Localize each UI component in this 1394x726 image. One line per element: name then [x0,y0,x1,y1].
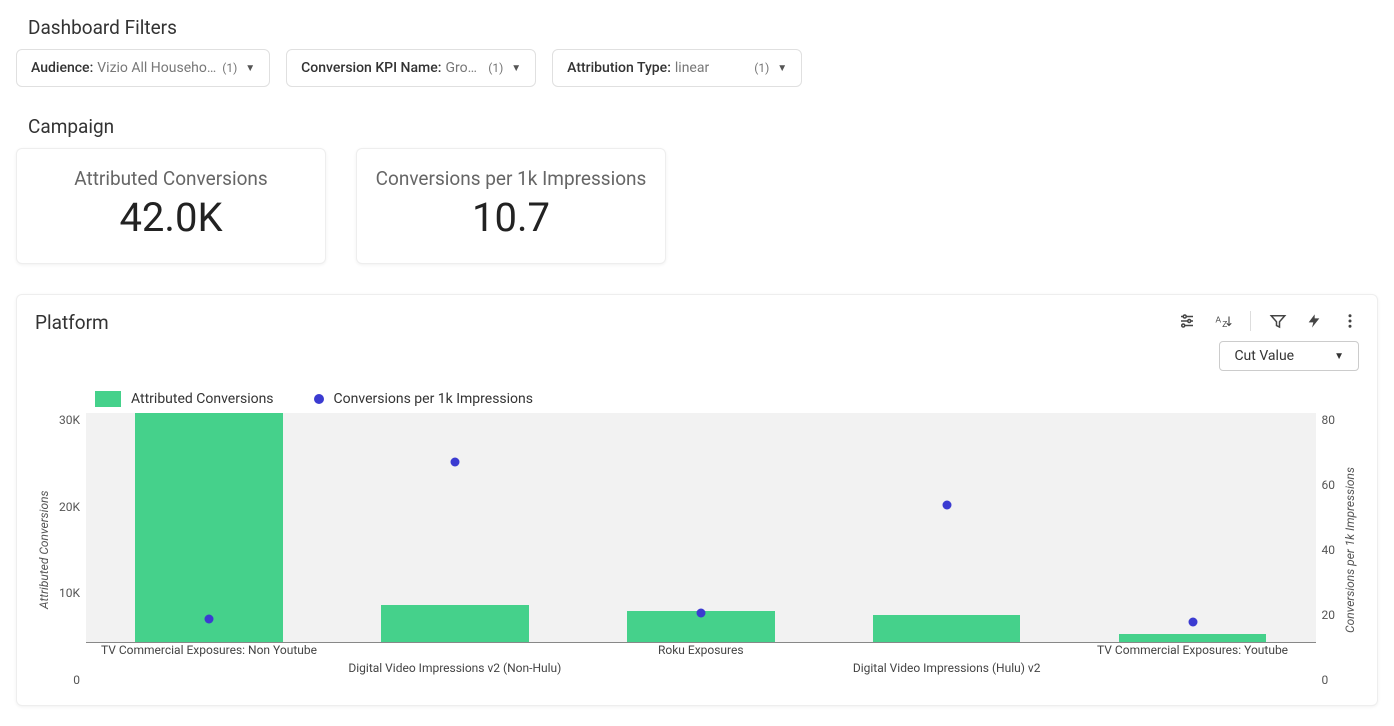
filter-value: Vizio All Househo… [97,60,216,76]
filter-label: Audience: [31,60,93,76]
dot[interactable] [696,609,705,618]
chevron-down-icon: ▼ [511,63,521,74]
kpi-value: 10.7 [367,194,655,241]
bar[interactable] [873,615,1021,642]
filters-title: Dashboard Filters [28,16,1378,39]
kpi-title: Conversions per 1k Impressions [367,167,655,190]
kpi-attributed-conversions: Attributed Conversions 42.0K [16,148,326,264]
dot[interactable] [942,500,951,509]
divider [1250,311,1251,331]
filter-icon[interactable] [1269,312,1287,330]
chevron-down-icon: ▼ [777,63,787,74]
x-label: TV Commercial Exposures: Youtube [1097,643,1288,657]
x-label: Roku Exposures [658,643,744,657]
bar[interactable] [381,605,529,642]
dot[interactable] [450,457,459,466]
filter-value: Gro… [445,60,477,76]
platform-title: Platform [35,311,109,334]
bar[interactable] [135,413,283,642]
x-label: Digital Video Impressions (Hulu) v2 [853,661,1041,675]
bar-swatch [95,391,121,407]
panel-actions: AZ [1178,311,1359,331]
legend-dot[interactable]: Conversions per 1k Impressions [314,391,533,407]
filter-count: (1) [222,61,237,75]
more-vertical-icon[interactable] [1341,312,1359,330]
y-ticks-right: 806040200 [1316,413,1342,687]
platform-panel: Platform AZ C [16,294,1378,706]
filter-value: linear [675,60,709,76]
filter-label: Conversion KPI Name: [301,60,441,76]
svg-text:A: A [1216,316,1222,325]
x-label: TV Commercial Exposures: Non Youtube [101,643,317,657]
x-axis-labels: TV Commercial Exposures: Non Youtube Digi… [86,643,1315,687]
cut-value-dropdown[interactable]: Cut Value ▼ [1219,341,1359,371]
kpi-value: 42.0K [27,194,315,241]
y-axis-left-label: Attributed Conversions [35,413,53,687]
chevron-down-icon: ▼ [245,63,255,74]
filter-count: (1) [754,61,769,75]
kpi-title: Attributed Conversions [27,167,315,190]
campaign-title: Campaign [28,115,1378,138]
x-label: Digital Video Impressions v2 (Non-Hulu) [348,661,561,675]
dot[interactable] [1188,617,1197,626]
filters-row: Audience: Vizio All Househo… (1) ▼ Conve… [16,49,1378,87]
filter-conversion-kpi[interactable]: Conversion KPI Name: Gro… (1) ▼ [286,49,536,87]
y-ticks-left: 30K20K10K0 [53,413,86,687]
plot-area [86,413,1315,643]
sort-az-icon[interactable]: AZ [1214,312,1232,330]
chart: Attributed Conversions 30K20K10K0 TV Com… [35,413,1359,687]
kpi-row: Attributed Conversions 42.0K Conversions… [16,148,1378,264]
y-axis-right-label: Conversions per 1k Impressions [1341,413,1359,687]
dot[interactable] [204,615,213,624]
legend-label: Conversions per 1k Impressions [334,391,533,407]
lightning-icon[interactable] [1305,312,1323,330]
bar[interactable] [1119,634,1267,642]
chevron-down-icon: ▼ [1334,351,1344,362]
filter-count: (1) [488,61,503,75]
svg-text:Z: Z [1222,320,1227,329]
kpi-conversions-per-1k: Conversions per 1k Impressions 10.7 [356,148,666,264]
chart-legend: Attributed Conversions Conversions per 1… [95,391,1359,407]
dropdown-label: Cut Value [1234,348,1294,364]
dot-swatch [314,394,324,404]
settings-sliders-icon[interactable] [1178,312,1196,330]
legend-bar[interactable]: Attributed Conversions [95,391,274,407]
filter-audience[interactable]: Audience: Vizio All Househo… (1) ▼ [16,49,270,87]
filter-label: Attribution Type: [567,60,671,76]
filter-attribution-type[interactable]: Attribution Type: linear (1) ▼ [552,49,802,87]
legend-label: Attributed Conversions [131,391,274,407]
